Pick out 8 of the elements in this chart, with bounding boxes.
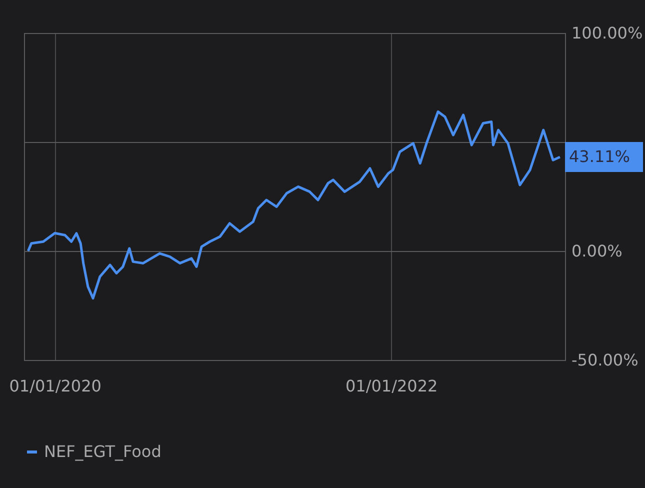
y-tick-label: 0.00% [572,242,622,260]
x-tick-label: 01/01/2022 [346,376,438,396]
y-tick-label: 100.00% [572,24,643,42]
line-series [26,110,562,300]
legend-label: NEF_EGT_Food [44,442,162,461]
y-tick-label: -50.00% [572,350,638,370]
x-tick-label: 01/01/2020 [9,376,102,396]
text: 43.11% [569,147,630,166]
